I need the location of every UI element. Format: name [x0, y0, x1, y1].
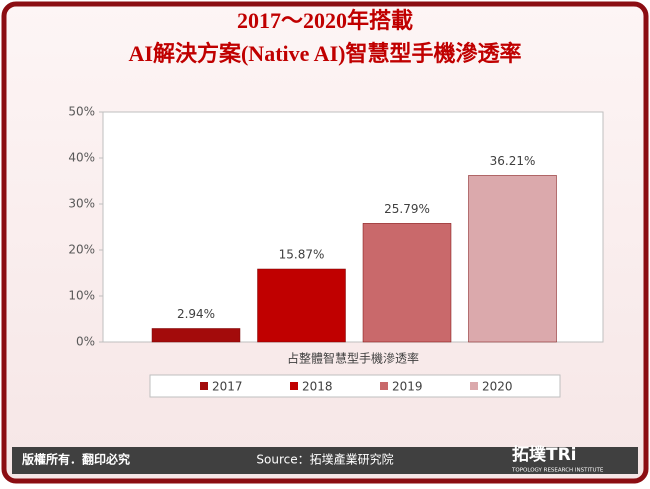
value-label: 25.79%: [384, 202, 430, 216]
value-label: 36.21%: [490, 154, 536, 168]
y-tick-label: 0%: [76, 335, 95, 349]
chart-title: 2017～2020年搭載: [237, 8, 413, 33]
bar: [468, 175, 557, 343]
legend-label: 2019: [392, 380, 423, 394]
legend-label: 2020: [482, 380, 513, 394]
legend-label: 2018: [302, 380, 333, 394]
legend-swatch: [470, 382, 478, 390]
legend-label: 2017: [212, 380, 243, 394]
y-tick-label: 10%: [68, 289, 95, 303]
x-tick-label: 占整體智慧型手機滲透率: [287, 351, 419, 366]
y-tick-label: 40%: [68, 151, 95, 165]
chart-subtitle: AI解決方案(Native AI)智慧型手機滲透率: [129, 41, 522, 66]
legend-swatch: [200, 382, 208, 390]
legend-swatch: [290, 382, 298, 390]
legend-box: [149, 374, 561, 398]
bar: [362, 223, 452, 343]
bar: [151, 328, 241, 343]
bar: [257, 268, 346, 343]
source: Source：拓墣產業研究院: [256, 452, 393, 467]
y-tick-label: 30%: [68, 197, 95, 211]
footer-bar: [12, 447, 638, 474]
copyright: 版權所有．翻印必究: [22, 452, 130, 467]
logo: 拓墣TRi: [512, 445, 577, 465]
y-tick-label: 20%: [68, 243, 95, 257]
y-tick-label: 50%: [68, 105, 95, 119]
value-label: 2.94%: [177, 307, 215, 321]
legend-swatch: [380, 382, 388, 390]
logo-subtitle: TOPOLOGY RESEARCH INSTITUTE: [511, 468, 604, 474]
value-label: 15.87%: [279, 247, 325, 261]
